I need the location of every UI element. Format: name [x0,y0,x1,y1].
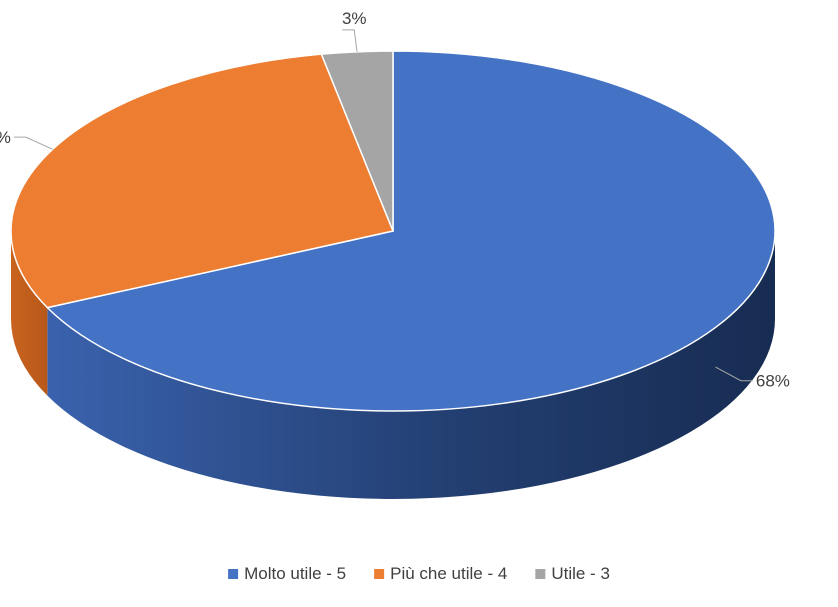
data-label-molto-utile-5: 68% [756,372,790,391]
pie-slice-utile-3[interactable] [320,50,394,232]
legend: Molto utile - 5 Più che utile - 4 Utile - … [228,564,610,583]
pie-slices [10,50,776,412]
leader-line-utile-3 [342,29,358,52]
leader-line-piu-che-utile-4 [13,136,53,150]
leader-line-molto-utile-5 [715,366,753,382]
legend-label-molto-utile-5: Molto utile - 5 [244,564,346,583]
legend-item-piu-che-utile-4[interactable]: Più che utile - 4 [374,564,507,583]
leader-lines [13,29,753,382]
legend-label-utile-3: Utile - 3 [551,564,610,583]
data-labels: 68% 29% 3% [0,9,790,391]
pie-side-molto-utile-5 [47,231,776,499]
pie-slice-piu-che-utile-4[interactable] [10,53,395,309]
pie-sides [11,231,776,499]
legend-item-utile-3[interactable]: Utile - 3 [535,564,610,583]
pie-side-piu-che-utile-4 [11,231,48,396]
legend-label-piu-che-utile-4: Più che utile - 4 [390,564,507,583]
pie-slice-molto-utile-5[interactable] [45,50,776,412]
legend-swatch-piu-che-utile-4 [374,569,385,579]
data-label-utile-3: 3% [342,9,367,28]
data-label-piu-che-utile-4: 29% [0,128,11,147]
legend-item-molto-utile-5[interactable]: Molto utile - 5 [228,564,346,583]
legend-swatch-utile-3 [535,569,546,579]
legend-swatch-molto-utile-5 [228,569,239,579]
